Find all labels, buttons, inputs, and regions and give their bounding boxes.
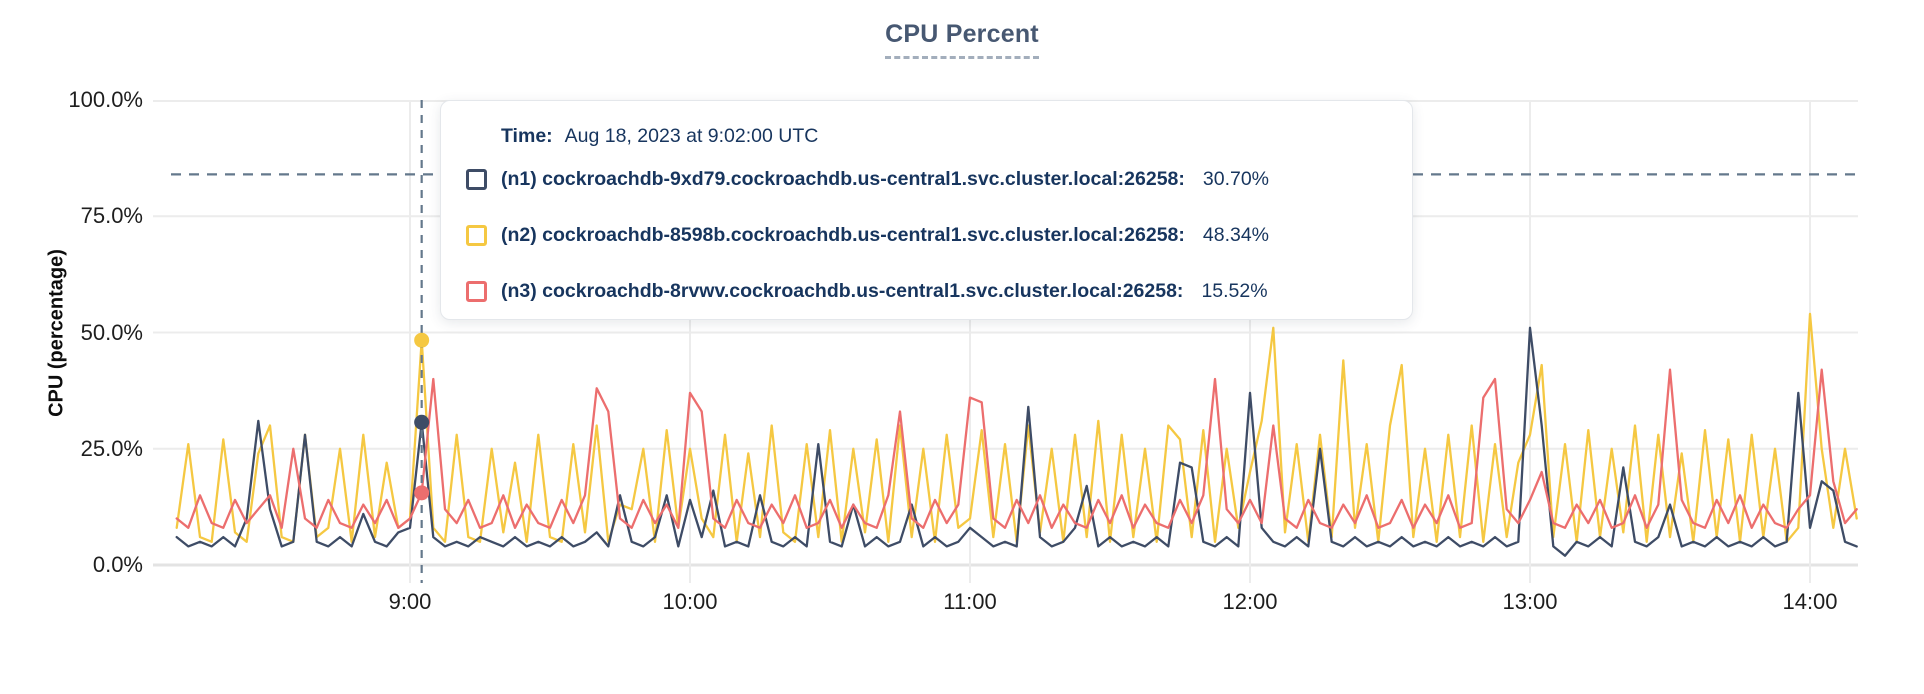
legend-swatch-n3-icon bbox=[466, 280, 487, 302]
chart-title-text: CPU Percent bbox=[885, 20, 1039, 59]
crosshair-dot-n1 bbox=[414, 414, 430, 430]
x-tick-label: 13:00 bbox=[1502, 589, 1558, 614]
crosshair-dot-n2 bbox=[414, 332, 430, 348]
series-line-n1 bbox=[175, 326, 1858, 557]
y-tick-label: 100.0% bbox=[68, 87, 143, 112]
legend-row-n1: (n1) cockroachdb-9xd79.cockroachdb.us-ce… bbox=[466, 151, 1412, 207]
y-tick-label: 25.0% bbox=[80, 435, 143, 461]
tooltip-time-label: Time: bbox=[501, 125, 553, 147]
series-value: 15.52% bbox=[1201, 279, 1268, 302]
x-tick-label: 10:00 bbox=[662, 589, 718, 614]
crosshair-dot-n3 bbox=[414, 485, 430, 501]
legend-swatch-n2-icon bbox=[466, 224, 487, 246]
x-tick-label: 9:00 bbox=[388, 589, 432, 614]
y-tick-label: 50.0% bbox=[80, 319, 143, 345]
series-label: (n2) cockroachdb-8598b.cockroachdb.us-ce… bbox=[501, 223, 1185, 246]
tooltip-time-value: Aug 18, 2023 at 9:02:00 UTC bbox=[564, 125, 819, 147]
x-tick-label: 11:00 bbox=[943, 589, 997, 614]
chart-tooltip: Time: Aug 18, 2023 at 9:02:00 UTC (n1) co… bbox=[440, 100, 1413, 320]
chart-title: CPU Percent bbox=[0, 20, 1924, 59]
tooltip-legend: (n1) cockroachdb-9xd79.cockroachdb.us-ce… bbox=[466, 151, 1412, 319]
y-tick-label: 75.0% bbox=[80, 203, 143, 229]
x-tick-label: 12:00 bbox=[1222, 589, 1278, 614]
series-value: 30.70% bbox=[1202, 167, 1270, 190]
legend-row-n2: (n2) cockroachdb-8598b.cockroachdb.us-ce… bbox=[466, 207, 1412, 263]
legend-row-n3: (n3) cockroachdb-8rvwv.cockroachdb.us-ce… bbox=[466, 263, 1412, 319]
tooltip-time-row: Time: Aug 18, 2023 at 9:02:00 UTC bbox=[501, 123, 1412, 149]
series-value: 48.34% bbox=[1202, 223, 1270, 246]
series-label: (n1) cockroachdb-9xd79.cockroachdb.us-ce… bbox=[501, 167, 1185, 190]
x-tick-label: 14:00 bbox=[1782, 589, 1838, 614]
series-line-n3 bbox=[175, 368, 1858, 529]
y-tick-label: 0.0% bbox=[92, 552, 143, 577]
series-label: (n3) cockroachdb-8rvwv.cockroachdb.us-ce… bbox=[501, 279, 1184, 302]
legend-swatch-n1-icon bbox=[466, 168, 487, 190]
